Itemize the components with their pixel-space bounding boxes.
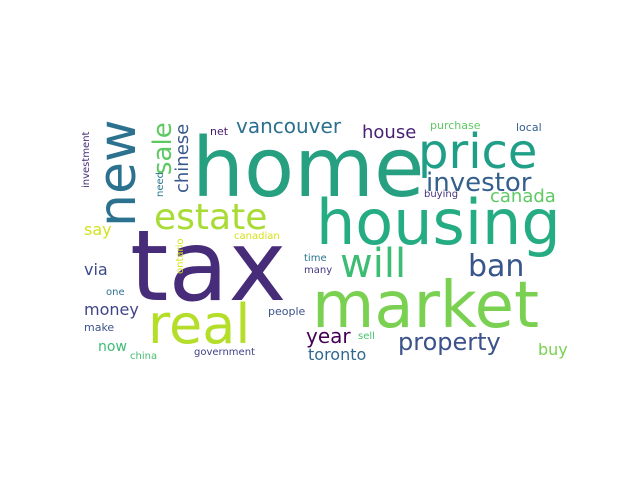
word-government: government	[194, 347, 255, 358]
word-buy: buy	[538, 340, 568, 359]
word-toronto: toronto	[308, 345, 367, 364]
word-ban: ban	[468, 249, 525, 284]
word-local: local	[516, 121, 542, 134]
word-investment: investment	[81, 131, 92, 188]
word-tax: tax	[130, 210, 287, 324]
word-real: real	[148, 293, 251, 356]
word-time: time	[304, 253, 327, 264]
word-housing: housing	[316, 186, 561, 259]
word-ontario: ontario	[175, 238, 186, 274]
word-investor: investor	[426, 168, 532, 198]
word-home: home	[192, 121, 425, 216]
word-market: market	[312, 269, 540, 343]
word-year: year	[306, 324, 351, 348]
word-purchase: purchase	[430, 119, 481, 132]
word-property: property	[398, 328, 501, 356]
word-china: china	[130, 351, 158, 362]
word-canadian: canadian	[234, 231, 280, 242]
word-people: people	[268, 305, 306, 318]
word-make: make	[84, 321, 115, 334]
word-vancouver: vancouver	[236, 114, 342, 138]
word-estate: estate	[154, 197, 268, 238]
word-many: many	[304, 265, 333, 276]
word-now: now	[98, 339, 127, 355]
word-buying: buying	[424, 189, 459, 200]
word-chinese: chinese	[172, 123, 193, 193]
word-price: price	[418, 124, 538, 180]
word-via: via	[84, 260, 108, 279]
word-need: need	[155, 172, 166, 197]
word-canada: canada	[490, 186, 556, 207]
word-new: new	[88, 119, 148, 227]
word-sell: sell	[358, 331, 375, 342]
word-house: house	[362, 122, 417, 143]
word-money: money	[84, 300, 139, 319]
word-net: net	[210, 125, 229, 138]
word-one: one	[106, 287, 125, 298]
word-will: will	[340, 241, 407, 287]
word-say: say	[84, 220, 112, 239]
